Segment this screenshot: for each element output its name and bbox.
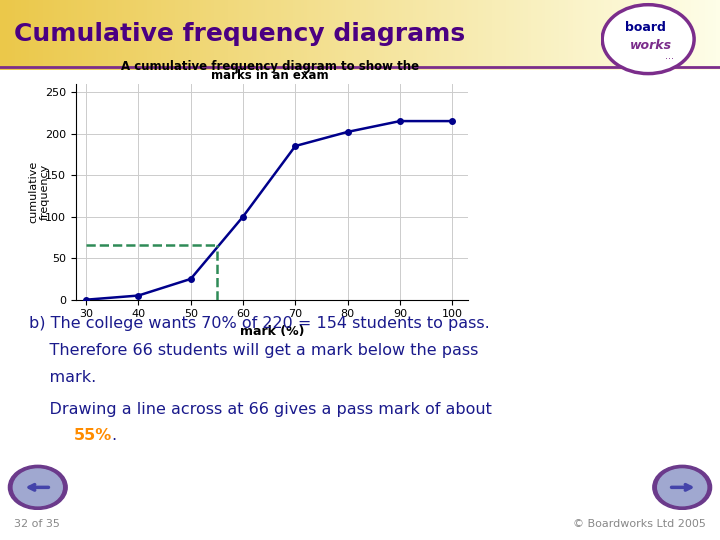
- Text: Drawing a line across at 66 gives a pass mark of about: Drawing a line across at 66 gives a pass…: [29, 402, 492, 417]
- Text: 32 of 35: 32 of 35: [14, 519, 60, 529]
- Text: mark.: mark.: [29, 370, 96, 385]
- Text: works: works: [630, 39, 672, 52]
- Circle shape: [602, 5, 694, 73]
- Text: .: .: [112, 428, 117, 443]
- Text: Therefore 66 students will get a mark below the pass: Therefore 66 students will get a mark be…: [29, 343, 478, 358]
- Text: © Boardworks Ltd 2005: © Boardworks Ltd 2005: [572, 519, 706, 529]
- Text: A cumulative frequency diagram to show the: A cumulative frequency diagram to show t…: [121, 60, 419, 73]
- Circle shape: [9, 465, 67, 509]
- Text: board: board: [625, 21, 665, 34]
- Circle shape: [658, 469, 707, 505]
- Text: Cumulative frequency diagrams: Cumulative frequency diagrams: [14, 22, 466, 46]
- Text: marks in an exam: marks in an exam: [211, 69, 329, 82]
- Circle shape: [14, 469, 63, 505]
- Y-axis label: cumulative
frequency: cumulative frequency: [28, 160, 50, 223]
- Text: 55%: 55%: [73, 428, 112, 443]
- Circle shape: [653, 465, 711, 509]
- Text: ...: ...: [665, 51, 674, 62]
- X-axis label: mark (%): mark (%): [240, 325, 304, 338]
- Text: b) The college wants 70% of 220 = 154 students to pass.: b) The college wants 70% of 220 = 154 st…: [29, 316, 490, 331]
